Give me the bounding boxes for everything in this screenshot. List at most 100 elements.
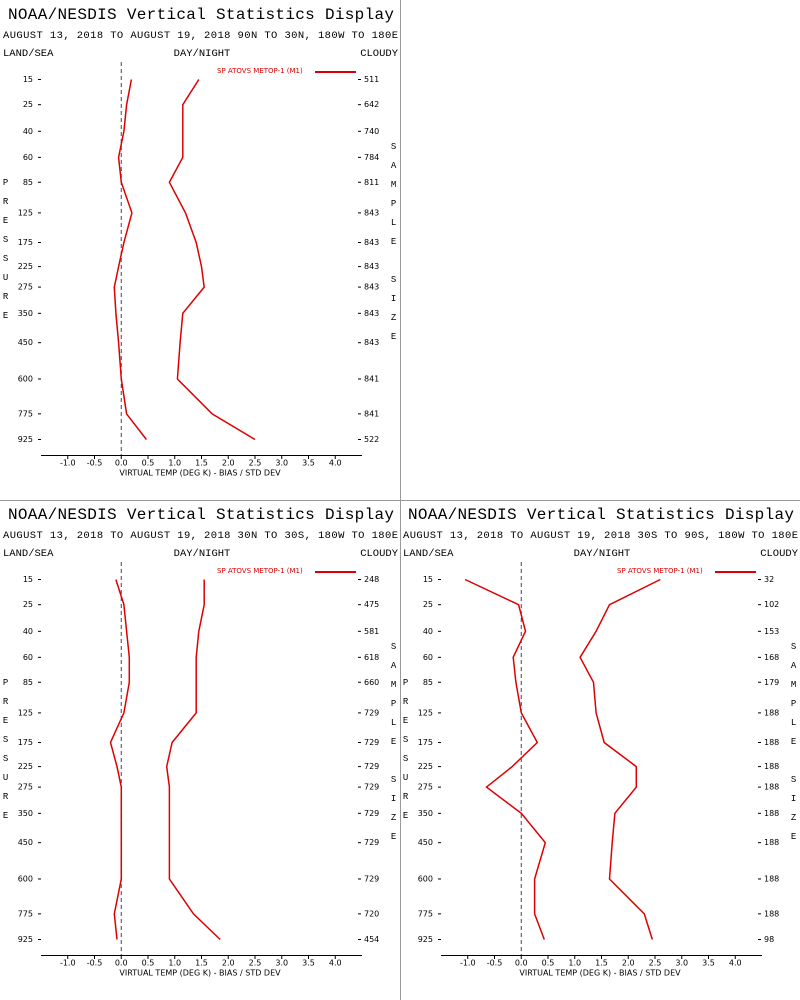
profile-line: [464, 578, 547, 940]
x-tick-label: 2.5: [649, 959, 662, 968]
y-tick-label: 225: [18, 762, 33, 771]
sample-size: 642: [364, 100, 379, 109]
sample-size: 522: [364, 435, 379, 444]
y-tick-label: 175: [18, 738, 33, 747]
x-tick-label: 4.0: [329, 959, 342, 968]
y-axis-label: PRESSURE: [1, 178, 11, 330]
y-tick-label: 40: [23, 127, 33, 136]
sample-size: 841: [364, 409, 379, 418]
y-tick-label: 85: [423, 678, 433, 687]
x-tick-label: 2.5: [249, 959, 262, 968]
filter-label: LAND/SEA: [3, 548, 54, 560]
x-tick-label: 3.0: [275, 959, 288, 968]
x-tick-label: -1.0: [60, 459, 76, 468]
legend-label: SP ATOVS METOP-1 (M1): [217, 67, 303, 75]
y-tick-label: 925: [418, 935, 433, 944]
x-tick-label: 0.0: [115, 459, 128, 468]
profile-line: [165, 579, 221, 941]
x-tick-label: 0.5: [142, 459, 155, 468]
y2-axis-label: SAMPLE SIZE: [789, 642, 799, 851]
y-tick-label: 450: [18, 838, 33, 847]
sample-size: 475: [364, 600, 379, 609]
chart-subtitle: AUGUST 13, 2018 TO AUGUST 19, 2018 90N T…: [3, 30, 398, 42]
chart-subtitle: AUGUST 13, 2018 TO AUGUST 19, 2018 30S T…: [403, 530, 798, 542]
sample-size: 729: [364, 783, 379, 792]
sample-size: 811: [364, 178, 379, 187]
x-tick-label: 3.0: [675, 959, 688, 968]
x-tick-label: -1.0: [460, 959, 476, 968]
x-tick-label: 4.0: [729, 959, 742, 968]
x-tick-label: 1.0: [568, 959, 581, 968]
sample-size: 729: [364, 874, 379, 883]
y-tick-label: 15: [423, 575, 433, 584]
sample-size: 511: [364, 75, 379, 84]
y-tick-label: 225: [18, 262, 33, 271]
y2-axis-label: SAMPLE SIZE: [389, 142, 399, 351]
sample-size: 102: [764, 600, 779, 609]
sample-size: 618: [364, 653, 379, 662]
sample-size: 188: [764, 874, 779, 883]
y-tick-label: 85: [23, 678, 33, 687]
profile-line: [113, 79, 147, 440]
sample-size: 454: [364, 935, 379, 944]
filter-label: LAND/SEA: [403, 548, 454, 560]
y-tick-label: 600: [18, 374, 33, 383]
filter-label: CLOUDY: [360, 548, 399, 560]
y-tick-label: 775: [18, 409, 33, 418]
sample-size: 843: [364, 208, 379, 217]
y-axis-label: PRESSURE: [1, 678, 11, 830]
sample-size: 729: [364, 762, 379, 771]
x-tick-label: 0.0: [115, 959, 128, 968]
chart-title: NOAA/NESDIS Vertical Statistics Display: [8, 6, 394, 24]
y-tick-label: 350: [18, 309, 33, 318]
sample-size: 179: [764, 678, 779, 687]
x-tick-label: 3.5: [702, 959, 715, 968]
sample-size: 153: [764, 627, 779, 636]
legend-label: SP ATOVS METOP-1 (M1): [617, 567, 703, 575]
x-tick-label: 2.0: [222, 959, 235, 968]
x-tick-label: -0.5: [87, 959, 103, 968]
filter-label: LAND/SEA: [3, 48, 54, 60]
y-tick-label: 25: [23, 600, 33, 609]
sample-size: 168: [764, 653, 779, 662]
sample-size: 740: [364, 127, 379, 136]
sample-size: 188: [764, 809, 779, 818]
y-axis-label: PRESSURE: [401, 678, 411, 830]
filter-label: DAY/NIGHT: [174, 48, 231, 60]
profile-line: [168, 79, 256, 441]
sample-size: 188: [764, 762, 779, 771]
y-tick-label: 600: [418, 874, 433, 883]
sample-size: 98: [764, 935, 774, 944]
y-tick-label: 925: [18, 935, 33, 944]
y-tick-label: 275: [418, 783, 433, 792]
x-tick-label: 1.5: [595, 959, 608, 968]
y-tick-label: 40: [23, 627, 33, 636]
x-tick-label: 1.0: [168, 459, 181, 468]
sample-size: 188: [764, 838, 779, 847]
y2-axis-label: SAMPLE SIZE: [389, 642, 399, 851]
y-tick-label: 775: [18, 909, 33, 918]
filter-label: DAY/NIGHT: [574, 548, 631, 560]
sample-size: 843: [364, 283, 379, 292]
x-tick-label: -0.5: [487, 959, 503, 968]
sample-size: 729: [364, 838, 379, 847]
sample-size: 248: [364, 575, 379, 584]
sample-size: 188: [764, 783, 779, 792]
sample-size: 843: [364, 338, 379, 347]
y-tick-label: 450: [18, 338, 33, 347]
y-tick-label: 450: [418, 838, 433, 847]
sample-size: 784: [364, 153, 379, 162]
x-tick-label: 1.5: [195, 959, 208, 968]
y-tick-label: 600: [18, 874, 33, 883]
y-tick-label: 85: [23, 178, 33, 187]
y-tick-label: 125: [18, 708, 33, 717]
sample-size: 843: [364, 309, 379, 318]
sample-size: 729: [364, 708, 379, 717]
sample-size: 729: [364, 809, 379, 818]
y-tick-label: 125: [418, 708, 433, 717]
sample-size: 729: [364, 738, 379, 747]
x-tick-label: 0.0: [515, 959, 528, 968]
x-tick-label: 3.5: [302, 959, 315, 968]
sample-size: 720: [364, 909, 379, 918]
profile-line: [579, 578, 661, 940]
